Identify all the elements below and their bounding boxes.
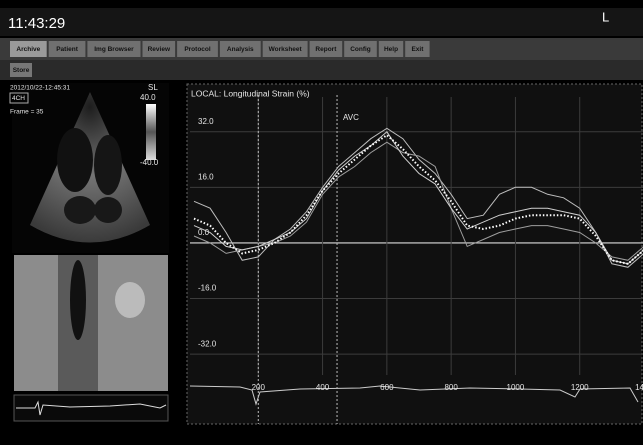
x-tick-label: 800 xyxy=(444,383,458,392)
frame-label: Frame = 35 xyxy=(10,109,44,116)
scale-label: SL xyxy=(148,83,158,92)
timestamp: 2012/10/22-12:45:31 xyxy=(10,85,70,92)
mini-ecg xyxy=(14,395,168,421)
chart-frame xyxy=(187,84,642,424)
indicator: L xyxy=(602,9,609,24)
menu-label[interactable]: Help xyxy=(384,46,398,53)
view-label: 4CH xyxy=(12,95,25,102)
echo-chamber xyxy=(57,128,93,192)
y-tick-label: -16.0 xyxy=(198,284,217,293)
title-bar xyxy=(0,8,643,36)
menu-label[interactable]: Protocol xyxy=(184,46,211,53)
x-tick-label: 1400 xyxy=(635,383,643,392)
menu-label[interactable]: Worksheet xyxy=(269,46,303,53)
echo-chamber xyxy=(94,197,122,223)
echo-chamber xyxy=(94,135,122,195)
x-tick-label: 400 xyxy=(316,383,330,392)
menu-label[interactable]: Report xyxy=(315,46,337,53)
color-scale xyxy=(146,104,156,160)
scale-min: -40.0 xyxy=(140,158,159,167)
echo-chamber xyxy=(64,196,96,224)
x-tick-label: 1000 xyxy=(507,383,525,392)
x-tick-label: 1200 xyxy=(571,383,589,392)
mmode-band xyxy=(115,282,145,318)
y-tick-label: 32.0 xyxy=(198,117,214,126)
menu-label[interactable]: Config xyxy=(350,46,371,53)
y-tick-label: -32.0 xyxy=(198,339,217,348)
scale-max: 40.0 xyxy=(140,93,156,102)
menu-label[interactable]: Img Browser xyxy=(94,46,134,53)
store-label[interactable]: Store xyxy=(13,67,30,74)
clock: 11:43:29 xyxy=(8,15,65,32)
y-tick-label: 16.0 xyxy=(198,172,214,181)
tool-bar xyxy=(0,60,643,80)
menu-label[interactable]: Exit xyxy=(411,46,424,53)
screen: 11:43:29 L Store 2012/10/22-12:45:31 4CH… xyxy=(0,0,643,445)
menu-label[interactable]: Review xyxy=(148,46,171,53)
x-tick-label: 600 xyxy=(380,383,394,392)
menu-label[interactable]: Analysis xyxy=(227,46,254,53)
chart-title: LOCAL: Longitudinal Strain (%) xyxy=(191,88,310,98)
menu-label[interactable]: Patient xyxy=(56,46,79,53)
event-label: AVC xyxy=(343,113,359,122)
mmode-band xyxy=(70,260,86,340)
menu-label[interactable]: Archive xyxy=(16,46,40,53)
